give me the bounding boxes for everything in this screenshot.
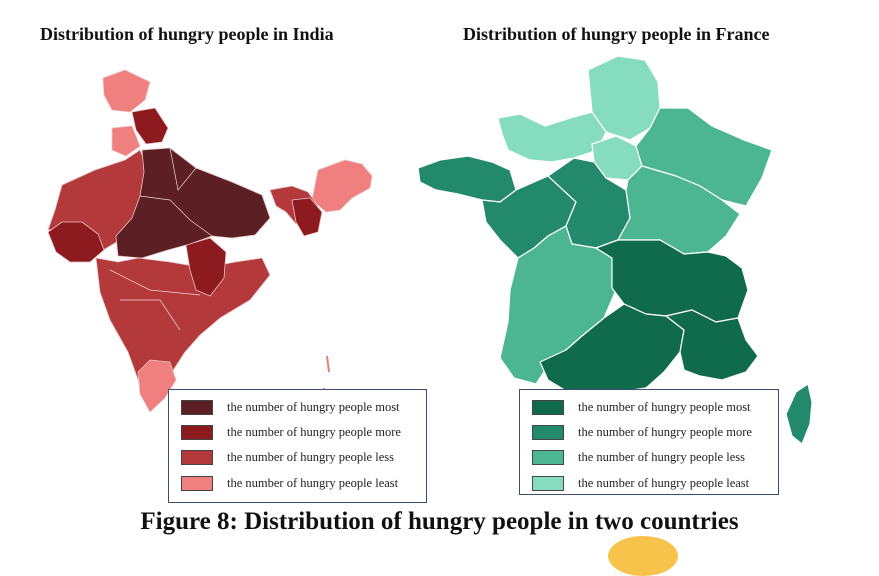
india-gujarat-more [47,221,105,263]
legend-label: the number of hungry people least [227,475,399,490]
france-legend: the number of hungry people most the num… [519,389,779,495]
france-map-title: Distribution of hungry people in France [463,24,770,44]
india-legend: the number of hungry people most the num… [168,389,427,503]
legend-label: the number of hungry people less [227,449,394,464]
france-normandie [497,111,607,163]
india-map-title: Distribution of hungry people in India [40,24,334,44]
france-legend-item-more: the number of hungry people more [532,424,752,440]
legend-swatch [181,475,213,491]
legend-label: the number of hungry people least [578,475,750,490]
legend-label: the number of hungry people more [227,424,401,439]
france-legend-item-least: the number of hungry people least [532,475,750,491]
legend-label: the number of hungry people less [578,449,745,464]
india-central-most [115,147,271,259]
india-legend-item-more: the number of hungry people more [181,424,401,440]
legend-label: the number of hungry people most [227,399,400,414]
france-occitanie [539,303,685,399]
legend-swatch [532,424,564,440]
india-east-more [185,237,227,297]
legend-swatch [181,449,213,465]
india-north-least [102,69,151,113]
legend-swatch [532,399,564,415]
india-himachal-least [111,125,141,157]
india-ne-more [291,197,323,237]
france-map [417,55,813,445]
legend-swatch [181,399,213,415]
watermark-logo [608,536,678,576]
india-legend-item-least: the number of hungry people least [181,475,399,491]
india-uttarakhand-more [131,107,169,145]
legend-swatch [532,475,564,491]
india-map [47,69,373,413]
legend-label: the number of hungry people more [578,424,752,439]
legend-swatch [532,449,564,465]
india-legend-item-less: the number of hungry people less [181,449,394,465]
france-corse [785,383,813,445]
france-paca [665,309,759,381]
figure-caption: Figure 8: Distribution of hungry people … [140,508,739,535]
legend-swatch [181,424,213,440]
legend-label: the number of hungry people most [578,399,751,414]
france-legend-item-less: the number of hungry people less [532,449,745,465]
france-grand-est [635,107,773,207]
france-legend-item-most: the number of hungry people most [532,399,751,415]
france-auvergne-rhone-alpes [595,239,749,323]
india-legend-item-most: the number of hungry people most [181,399,400,415]
france-bretagne [417,155,517,203]
india-south-tip-least [137,359,177,413]
india-northeast-least [311,159,373,213]
